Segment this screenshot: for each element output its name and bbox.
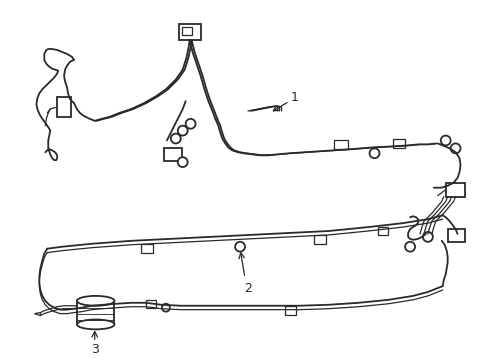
- Text: 3: 3: [91, 342, 98, 356]
- Bar: [77, 301, 115, 324]
- Ellipse shape: [77, 320, 115, 329]
- Circle shape: [441, 136, 451, 145]
- Circle shape: [369, 148, 379, 158]
- Bar: [446, 183, 466, 197]
- Circle shape: [405, 242, 415, 252]
- Text: 1: 1: [291, 91, 298, 104]
- Circle shape: [178, 157, 188, 167]
- Bar: [314, 235, 326, 244]
- Bar: [141, 244, 153, 253]
- Bar: [146, 300, 156, 308]
- Ellipse shape: [77, 296, 115, 306]
- Bar: [285, 306, 296, 315]
- Circle shape: [235, 242, 245, 252]
- Circle shape: [162, 304, 170, 312]
- Polygon shape: [34, 312, 40, 316]
- Bar: [448, 229, 466, 242]
- Bar: [182, 27, 192, 35]
- Bar: [378, 227, 389, 235]
- Circle shape: [423, 232, 433, 242]
- Bar: [334, 140, 348, 149]
- Bar: [57, 97, 71, 117]
- Circle shape: [451, 143, 461, 153]
- Text: 2: 2: [244, 282, 252, 294]
- Bar: [393, 139, 405, 148]
- Circle shape: [171, 134, 181, 143]
- Bar: [179, 24, 200, 40]
- Circle shape: [178, 126, 188, 136]
- Circle shape: [186, 119, 196, 129]
- Bar: [164, 148, 182, 161]
